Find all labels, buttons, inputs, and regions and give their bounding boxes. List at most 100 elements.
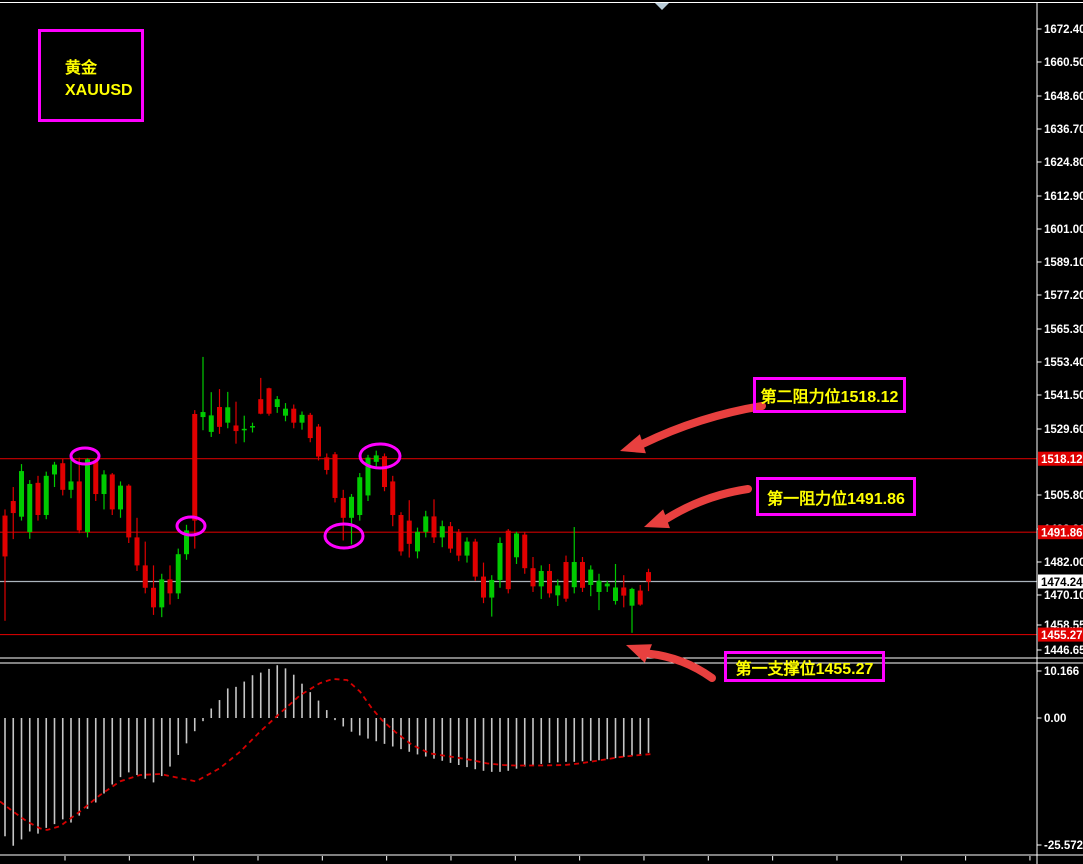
price-tick-label: 1529.60 (1044, 424, 1083, 436)
indicator-scale-label: 10.166 (1044, 666, 1079, 678)
candle-body (151, 587, 156, 608)
current-price-tag-text: 1474.24 (1041, 577, 1083, 589)
candle-body (2, 515, 8, 557)
candle-body (637, 590, 643, 605)
price-tick-label: 1612.90 (1044, 191, 1083, 203)
candle-body (547, 570, 552, 594)
resistance1-annotation-box[interactable]: 第一阻力位1491.86 (756, 477, 916, 516)
price-tick-label: 1624.80 (1044, 157, 1083, 169)
candle-body (60, 463, 66, 490)
chart-marker-icon (655, 3, 669, 10)
candle-body (43, 475, 49, 516)
candle-body (497, 542, 503, 580)
arrow-annotation-support-1 (626, 644, 716, 682)
candle-body (563, 562, 569, 599)
candle-body (250, 426, 255, 428)
indicator-scale-label: 0.00 (1044, 713, 1066, 725)
candle-body (274, 399, 280, 407)
candle-body (472, 541, 478, 577)
symbol-title-box[interactable]: 黄金 XAUUSD (38, 29, 144, 122)
level-price-tag-bg (1038, 525, 1083, 540)
symbol-ticker: XAUUSD (65, 82, 133, 99)
price-tick-label: 1470.10 (1044, 590, 1083, 602)
candle-body (373, 455, 379, 462)
candle-body (299, 414, 305, 423)
candle-body (530, 568, 536, 587)
candle-body (27, 483, 33, 533)
time-axis[interactable] (64, 856, 1031, 861)
price-tick-label: 1541.50 (1044, 390, 1083, 402)
candle-body (522, 534, 528, 569)
candle-body (621, 587, 627, 596)
level-price-tag-bg (1038, 627, 1083, 642)
candle-body (93, 460, 99, 495)
candle-body (52, 464, 57, 475)
price-tick-label: 1505.80 (1044, 490, 1083, 502)
arrow-annotation-resistance-1 (644, 485, 752, 529)
candle-body (208, 415, 214, 432)
candle-body (233, 425, 239, 432)
price-tick-label: 1636.70 (1044, 124, 1083, 136)
arrow-shaft (644, 649, 716, 682)
highlight-ellipse[interactable] (323, 522, 365, 550)
highlight-ellipse[interactable] (175, 515, 207, 537)
candle-body (357, 477, 363, 516)
candle-body (217, 406, 222, 427)
candle-body (200, 412, 206, 418)
candle-body (415, 531, 420, 552)
highlight-ellipse[interactable] (358, 442, 402, 470)
candle-body (109, 474, 115, 510)
candle-body (340, 497, 346, 518)
candle-body (76, 481, 82, 531)
candle-body (406, 520, 412, 544)
macd-histogram (4, 665, 650, 846)
candle-body (19, 471, 24, 517)
indicator-scale-label: -25.572 (1044, 840, 1083, 852)
candle-body (580, 562, 585, 588)
candle-body (514, 533, 519, 558)
candle-body (118, 485, 123, 510)
level-price-tag: 1518.12 (1038, 451, 1083, 466)
candle-body (241, 428, 247, 431)
resistance1-label: 第一阻力位1491.86 (767, 490, 905, 508)
candle-body (448, 526, 453, 549)
price-axis[interactable]: 1672.40 1660.50 1648.60 1636.70 1624.80 1612.… (1037, 24, 1083, 852)
candle-body (629, 588, 635, 606)
arrow-annotation-resistance-2 (620, 402, 766, 454)
current-price-tag: 1474.24 (1038, 574, 1083, 589)
candle-body (481, 576, 486, 598)
candle-body (349, 496, 354, 518)
candle-body (398, 515, 404, 552)
candle-body (604, 583, 610, 587)
arrow-head (620, 434, 646, 454)
candle-body (555, 585, 561, 596)
candle-body (159, 579, 165, 608)
candle-body (431, 516, 437, 538)
candle-body (596, 580, 602, 592)
resistance2-annotation-box[interactable]: 第二阻力位1518.12 (753, 377, 906, 413)
candle-body (68, 481, 74, 490)
price-tick-label: 1482.00 (1044, 557, 1083, 569)
symbol-name-cn: 黄金 (65, 60, 98, 77)
highlight-ellipse[interactable] (69, 446, 101, 466)
level-price-tag-text: 1455.27 (1041, 630, 1083, 642)
candle-body (85, 459, 90, 533)
candle-body (439, 526, 445, 538)
candle-body (126, 485, 132, 538)
candle-body (266, 388, 272, 414)
candle-body (332, 454, 338, 498)
candle-body (134, 537, 140, 566)
candle-body (456, 531, 462, 556)
candle-body (390, 481, 396, 516)
support1-annotation-box[interactable]: 第一支撑位1455.27 (724, 651, 885, 682)
candle-body (588, 569, 594, 585)
candle-body (291, 408, 297, 423)
resistance2-label: 第二阻力位1518.12 (760, 389, 899, 406)
candle-body (101, 474, 107, 495)
candle-body (10, 501, 16, 514)
price-tick-label: 1565.30 (1044, 324, 1083, 336)
candle-body (184, 530, 189, 555)
macd-signal-line (0, 678, 655, 831)
